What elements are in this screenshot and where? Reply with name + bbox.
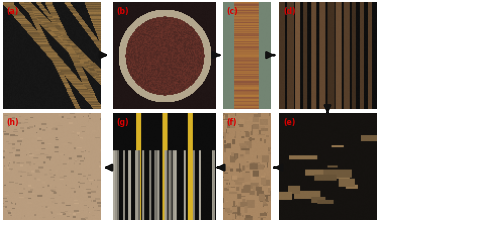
Text: (h): (h): [6, 118, 19, 127]
Text: (d): (d): [283, 7, 296, 16]
Text: (e): (e): [283, 118, 296, 127]
Text: (g): (g): [116, 118, 129, 127]
Text: (c): (c): [226, 7, 238, 16]
Text: (a): (a): [6, 7, 19, 16]
Text: (f): (f): [226, 118, 237, 127]
Text: (b): (b): [116, 7, 129, 16]
